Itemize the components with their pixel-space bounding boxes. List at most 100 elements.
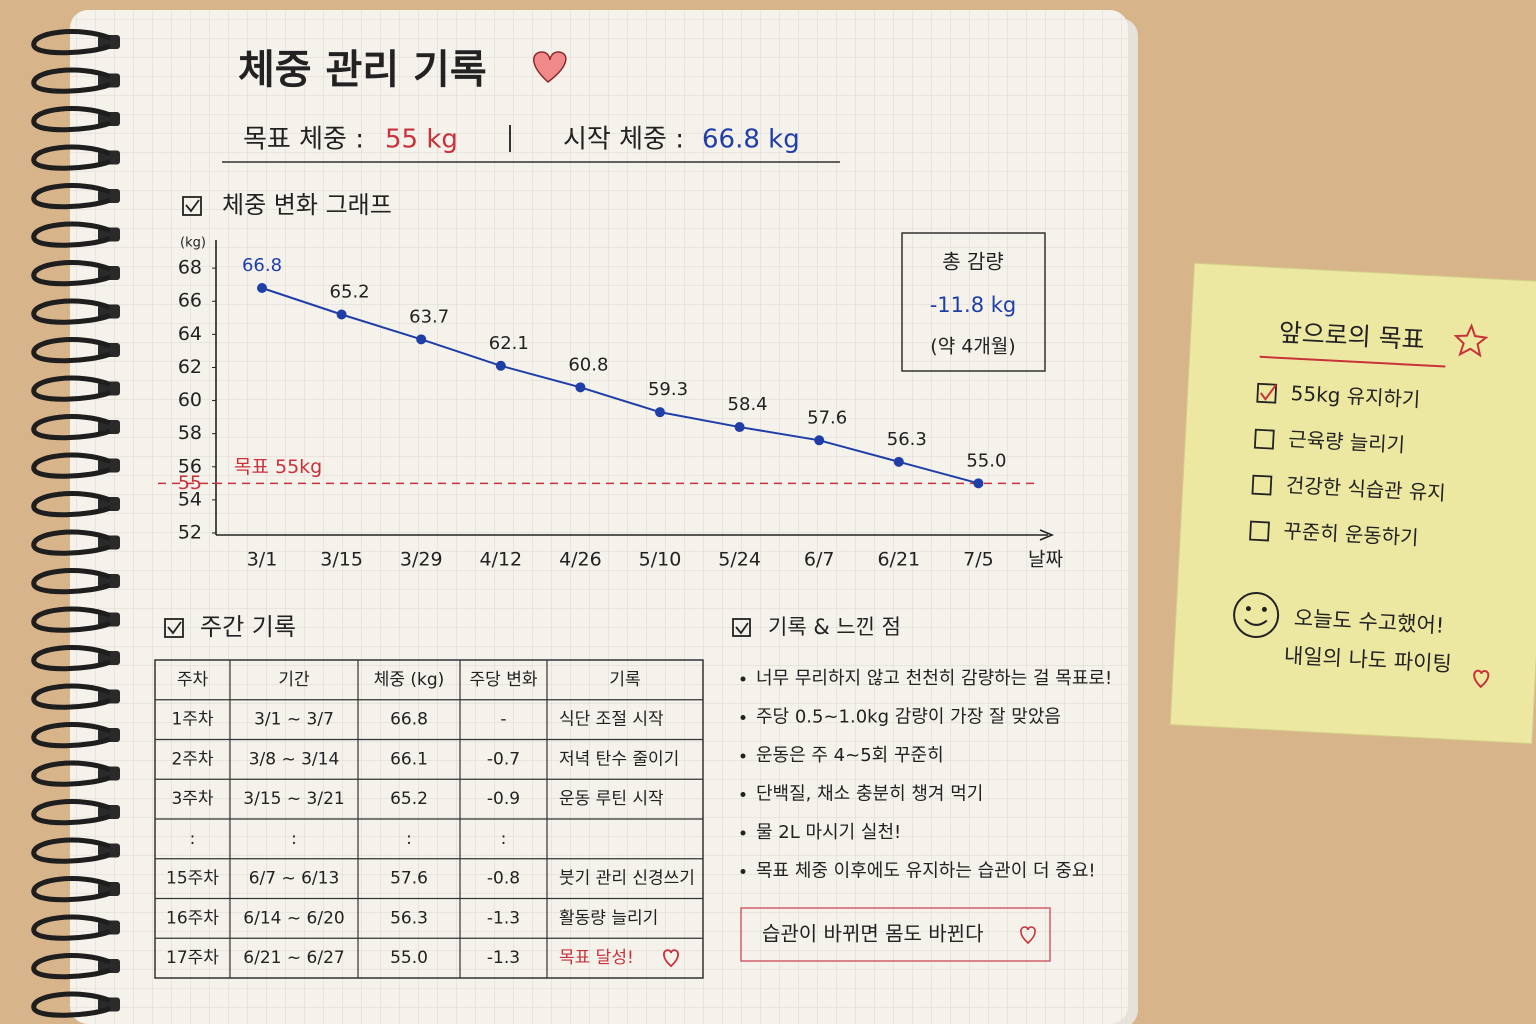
note-item: 목표 체중 이후에도 유지하는 습관이 더 중요! bbox=[756, 861, 1096, 882]
table-cell: : bbox=[501, 829, 507, 849]
spiral-ring bbox=[31, 837, 111, 864]
table-cell: 3주차 bbox=[171, 789, 213, 809]
value-label: 60.8 bbox=[568, 354, 608, 375]
table-cell: 저녁 탄수 줄이기 bbox=[559, 749, 679, 769]
table-header: 주차 bbox=[177, 670, 209, 690]
bullet bbox=[740, 792, 746, 797]
value-label: 59.3 bbox=[648, 379, 688, 400]
x-tick-label: 5/24 bbox=[718, 549, 761, 571]
table-cell: 57.6 bbox=[390, 869, 428, 889]
table-cell: 6/21 ~ 6/27 bbox=[243, 948, 344, 968]
x-tick-label: 6/7 bbox=[804, 549, 835, 571]
table-header: 체중 (kg) bbox=[374, 670, 445, 690]
spiral-hole bbox=[98, 612, 120, 627]
point bbox=[575, 382, 586, 393]
spiral-ring bbox=[31, 568, 111, 595]
title: 체중 관리 기록 bbox=[238, 47, 487, 93]
spiral-ring bbox=[31, 760, 111, 787]
point bbox=[655, 407, 665, 418]
spiral-hole bbox=[98, 73, 120, 88]
spiral-ring bbox=[31, 491, 111, 518]
value-label: 66.8 bbox=[242, 255, 282, 276]
table-cell: 56.3 bbox=[390, 908, 428, 928]
table-cell: 운동 루틴 시작 bbox=[559, 789, 664, 809]
table-cell: 3/15 ~ 3/21 bbox=[243, 789, 344, 809]
table-header: 기간 bbox=[278, 670, 310, 690]
table-cell: 17주차 bbox=[166, 948, 219, 968]
y-axis-label: (kg) bbox=[180, 236, 206, 251]
point bbox=[973, 478, 984, 489]
spiral-hole bbox=[98, 689, 120, 704]
table-cell: - bbox=[500, 710, 506, 730]
section-title: 주간 기록 bbox=[200, 613, 296, 641]
goal-value: 55 kg bbox=[385, 125, 458, 155]
smiley-mouth bbox=[1244, 618, 1268, 626]
table-cell: 목표 달성! bbox=[559, 948, 634, 968]
section-title: 체중 변화 그래프 bbox=[222, 191, 392, 219]
start-value: 66.8 kg bbox=[702, 125, 800, 155]
spiral-ring bbox=[31, 414, 111, 441]
star-icon bbox=[1453, 323, 1489, 358]
table-cell: : bbox=[406, 829, 412, 849]
y-tick-label: 66 bbox=[178, 290, 202, 312]
spiral-hole bbox=[98, 651, 120, 665]
spiral-hole bbox=[98, 843, 120, 858]
spiral-ring bbox=[31, 953, 111, 980]
notes: 너무 무리하지 않고 천천히 감량하는 걸 목표로! 주당 0.5~1.0kg 감… bbox=[740, 668, 1112, 962]
spiral-ring bbox=[31, 260, 111, 287]
x-tick-label: 5/10 bbox=[639, 549, 682, 571]
check-icon bbox=[185, 199, 200, 213]
spiral-ring bbox=[31, 29, 111, 56]
spiral-hole bbox=[98, 420, 120, 434]
spiral-hole bbox=[98, 574, 120, 588]
check-icon bbox=[167, 621, 182, 635]
table-header: 기록 bbox=[609, 670, 640, 690]
checkbox-icon bbox=[1251, 474, 1273, 496]
table-cell: : bbox=[291, 829, 297, 849]
point bbox=[416, 334, 427, 345]
table-cell: 붓기 관리 신경쓰기 bbox=[559, 869, 695, 889]
table-cell: 3/8 ~ 3/14 bbox=[249, 749, 340, 769]
y-tick-label: 52 bbox=[178, 522, 202, 544]
checkbox-icon bbox=[164, 618, 184, 638]
point bbox=[814, 435, 825, 446]
heart-icon bbox=[533, 51, 567, 83]
table-cell: 활동량 늘리기 bbox=[559, 908, 658, 928]
point bbox=[495, 360, 506, 371]
axis-arrow bbox=[1039, 529, 1055, 541]
smiley-icon bbox=[1233, 591, 1280, 638]
bullet bbox=[740, 830, 746, 836]
note-item: 주당 0.5~1.0kg 감량이 가장 잘 맞았음 bbox=[756, 707, 1061, 728]
bullet bbox=[740, 676, 746, 682]
summary-title: 총 감량 bbox=[942, 250, 1004, 274]
value-label: 62.1 bbox=[489, 333, 529, 354]
spiral-ring bbox=[31, 183, 111, 210]
spiral-hole bbox=[98, 458, 120, 473]
motto: 습관이 바뀌면 몸도 바뀐다 bbox=[762, 922, 983, 946]
table-cell: 1주차 bbox=[171, 710, 213, 730]
y-tick-label: 64 bbox=[178, 323, 202, 345]
y-tick-label: 68 bbox=[178, 257, 202, 279]
spiral-ring bbox=[31, 67, 111, 94]
table-cell: 55.0 bbox=[390, 948, 428, 968]
sticky-underline bbox=[1259, 355, 1446, 368]
summary-note: (약 4개월) bbox=[930, 336, 1015, 358]
spiral-ring bbox=[31, 337, 111, 364]
bullet bbox=[740, 753, 746, 759]
table-cell: -1.3 bbox=[487, 948, 520, 968]
point bbox=[336, 309, 347, 320]
spiral-ring bbox=[31, 221, 111, 248]
table-cell: -0.8 bbox=[487, 869, 520, 889]
table-cell: 16주차 bbox=[166, 908, 219, 928]
point bbox=[734, 422, 745, 433]
heart-icon bbox=[1020, 926, 1036, 945]
bullet bbox=[740, 715, 746, 720]
x-tick-label: 4/12 bbox=[479, 549, 522, 571]
spiral-hole bbox=[98, 997, 120, 1012]
smiley-eye bbox=[1245, 606, 1251, 612]
x-tick-label: 7/5 bbox=[963, 549, 994, 571]
spiral-ring bbox=[31, 991, 111, 1018]
sticky-note: 앞으로의 목표 오늘도 수고했어! 내일의 나도 파이팅 55kg 유지하기근육… bbox=[1169, 262, 1536, 745]
checkbox-icon bbox=[182, 196, 202, 216]
